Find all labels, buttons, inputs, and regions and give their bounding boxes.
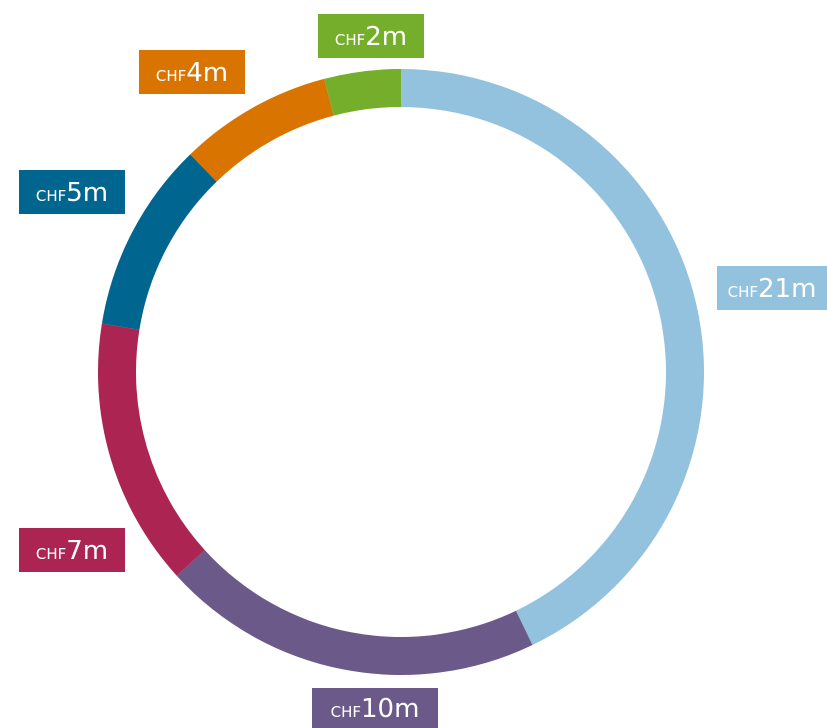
- currency-prefix: CHF: [36, 187, 66, 205]
- currency-prefix: CHF: [331, 703, 361, 721]
- amount-value: 5m: [66, 178, 108, 208]
- slices: [98, 69, 705, 675]
- data-label-text-0: CHF21m: [728, 274, 817, 304]
- data-label-4: CHF4m: [139, 50, 245, 94]
- currency-prefix: CHF: [335, 31, 365, 49]
- amount-value: 2m: [365, 22, 407, 52]
- data-label-box-2: [19, 528, 125, 572]
- currency-prefix: CHF: [36, 545, 66, 563]
- currency-prefix: CHF: [728, 283, 758, 301]
- data-label-box-3: [19, 170, 125, 214]
- data-label-1: CHF10m: [312, 688, 438, 728]
- slice-2: [98, 323, 205, 576]
- data-label-text-4: CHF4m: [156, 58, 228, 88]
- data-label-3: CHF5m: [19, 170, 125, 214]
- data-label-0: CHF21m: [717, 266, 827, 310]
- data-label-box-0: [717, 266, 827, 310]
- slice-1: [176, 550, 533, 675]
- slice-5: [324, 69, 401, 116]
- currency-prefix: CHF: [156, 67, 186, 85]
- data-label-text-3: CHF5m: [36, 178, 108, 208]
- slice-4: [190, 78, 334, 182]
- data-label-text-2: CHF7m: [36, 536, 108, 566]
- data-label-box-5: [318, 14, 424, 58]
- data-label-text-5: CHF2m: [335, 22, 407, 52]
- amount-value: 7m: [66, 536, 108, 566]
- slice-0: [401, 69, 705, 645]
- amount-value: 4m: [186, 58, 228, 88]
- data-label-box-1: [312, 688, 438, 728]
- data-label-5: CHF2m: [318, 14, 424, 58]
- data-label-text-1: CHF10m: [331, 694, 420, 724]
- amount-value: 10m: [361, 694, 419, 724]
- slice-3: [101, 154, 217, 330]
- amount-value: 21m: [758, 274, 816, 304]
- data-label-2: CHF7m: [19, 528, 125, 572]
- data-label-box-4: [139, 50, 245, 94]
